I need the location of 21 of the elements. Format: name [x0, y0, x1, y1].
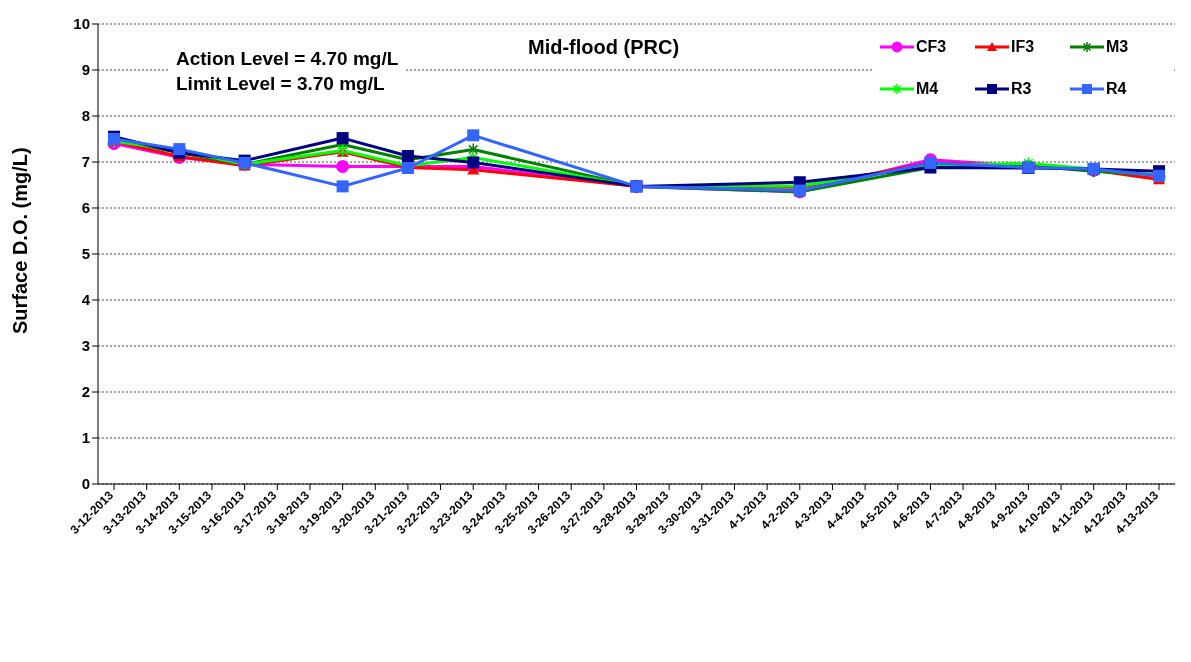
- y-tick-label: 5: [81, 245, 90, 263]
- annotation: Action Level = 4.70 mg/L: [176, 47, 399, 71]
- y-tick-label: 7: [81, 153, 90, 171]
- legend-label: R3: [1011, 80, 1032, 98]
- y-tick-label: 10: [73, 15, 90, 33]
- legend-label: M4: [916, 80, 939, 98]
- text: Mid-flood (PRC): [528, 36, 680, 59]
- y-tick-label: 6: [81, 199, 90, 217]
- legend-label: R4: [1106, 80, 1127, 98]
- legend-label: IF3: [1011, 38, 1035, 56]
- y-tick-label: 2: [81, 383, 90, 401]
- y-tick-label: 0: [81, 475, 90, 493]
- legend-label: CF3: [916, 38, 947, 56]
- legend-label: M3: [1106, 38, 1129, 56]
- y-tick-label: 9: [81, 61, 90, 79]
- y-axis-title: Surface D.O. (mg/L): [9, 147, 32, 334]
- y-tick-label: 1: [81, 429, 90, 447]
- y-tick-label: 3: [81, 337, 90, 355]
- y-tick-label: 8: [81, 107, 90, 125]
- y-tick-label: 4: [81, 291, 91, 309]
- annotation: Limit Level = 3.70 mg/L: [176, 72, 386, 96]
